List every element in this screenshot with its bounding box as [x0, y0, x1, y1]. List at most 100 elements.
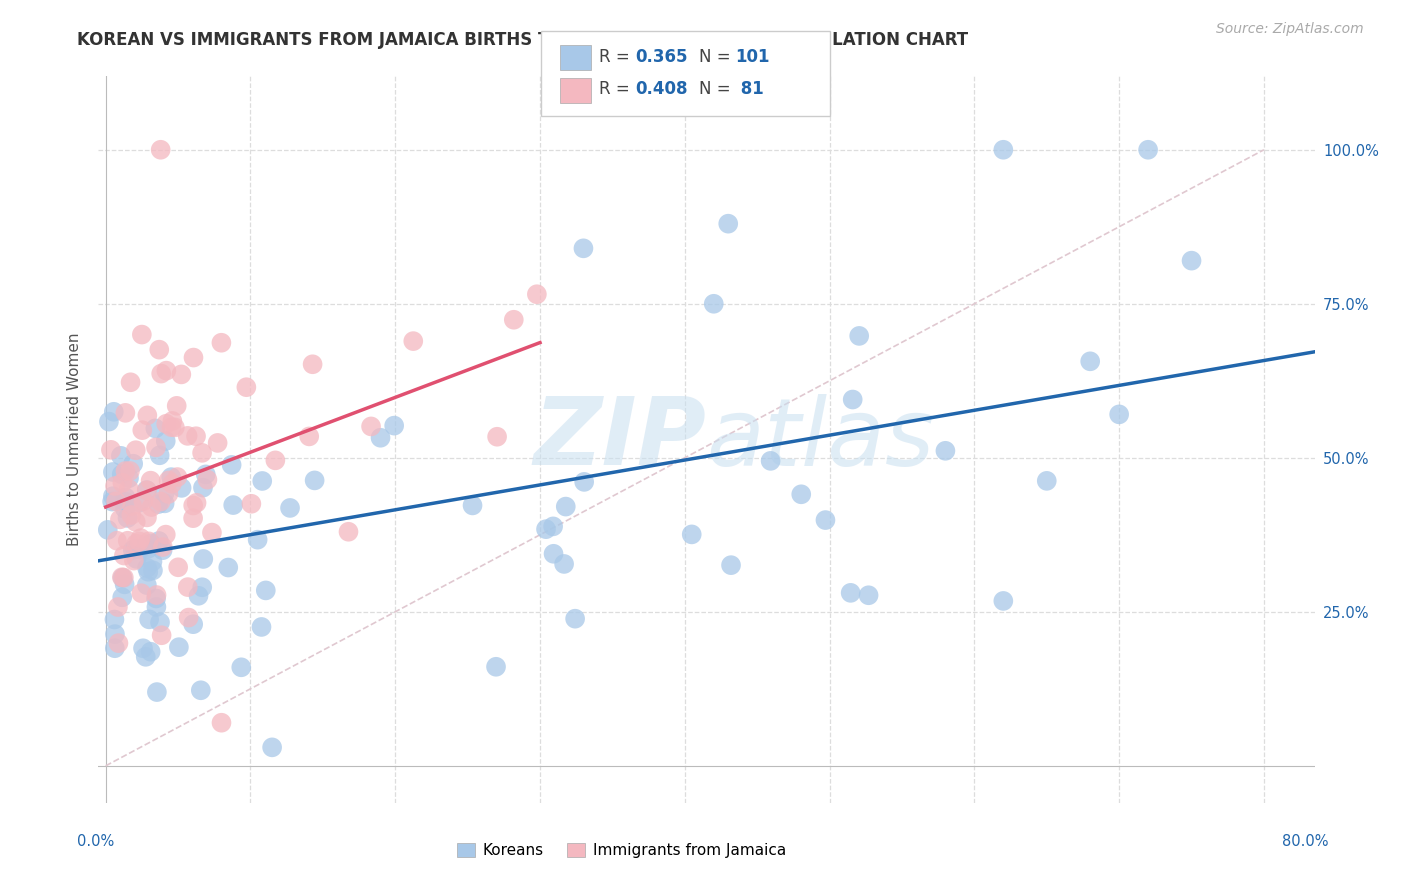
Point: [118, 471, 141, 485]
Point: [572, 241, 595, 255]
Point: [554, 500, 576, 514]
Point: [132, 494, 155, 508]
Text: 0.365: 0.365: [636, 48, 688, 66]
Point: [139, 536, 162, 550]
Text: atlas: atlas: [707, 393, 935, 485]
Legend: Koreans, Immigrants from Jamaica: Koreans, Immigrants from Jamaica: [451, 837, 792, 864]
Point: [181, 617, 204, 632]
Text: N =: N =: [699, 48, 735, 66]
Text: ZIP: ZIP: [534, 393, 707, 485]
Text: KOREAN VS IMMIGRANTS FROM JAMAICA BIRTHS TO UNMARRIED WOMEN CORRELATION CHART: KOREAN VS IMMIGRANTS FROM JAMAICA BIRTHS…: [77, 31, 969, 49]
Point: [100, 442, 122, 457]
Point: [252, 474, 274, 488]
Point: [235, 380, 257, 394]
Point: [1108, 408, 1130, 422]
Point: [114, 501, 136, 516]
Point: [1035, 474, 1057, 488]
Point: [264, 453, 287, 467]
Point: [103, 613, 125, 627]
Point: [160, 476, 183, 491]
Point: [136, 409, 159, 423]
Point: [136, 561, 159, 575]
Point: [141, 500, 163, 514]
Point: [145, 440, 167, 454]
Point: [250, 620, 273, 634]
Point: [111, 475, 134, 490]
Point: [131, 423, 153, 437]
Point: [191, 481, 214, 495]
Point: [105, 533, 128, 548]
Point: [118, 482, 141, 496]
Point: [153, 496, 176, 510]
Point: [97, 415, 120, 429]
Point: [160, 470, 183, 484]
Text: R =: R =: [599, 48, 636, 66]
Point: [360, 419, 382, 434]
Point: [262, 740, 284, 755]
Point: [111, 467, 134, 482]
Point: [162, 414, 184, 428]
Point: [246, 533, 269, 547]
Point: [148, 534, 170, 549]
Point: [194, 467, 217, 482]
Point: [191, 446, 214, 460]
Point: [135, 578, 157, 592]
Point: [114, 577, 136, 591]
Point: [149, 448, 172, 462]
Point: [155, 417, 177, 431]
Point: [145, 588, 167, 602]
Point: [572, 475, 595, 489]
Point: [190, 683, 212, 698]
Point: [534, 522, 557, 536]
Point: [160, 420, 183, 434]
Point: [132, 641, 155, 656]
Point: [163, 420, 186, 434]
Text: N =: N =: [699, 80, 735, 98]
Point: [124, 541, 146, 556]
Point: [485, 659, 508, 673]
Point: [720, 558, 742, 573]
Point: [136, 565, 159, 579]
Point: [207, 436, 229, 450]
Point: [150, 628, 173, 642]
Point: [217, 560, 239, 574]
Point: [117, 511, 139, 525]
Point: [97, 523, 120, 537]
Point: [107, 600, 129, 615]
Point: [121, 499, 143, 513]
Point: [101, 489, 124, 503]
Point: [145, 599, 167, 614]
Point: [101, 494, 124, 508]
Point: [183, 351, 205, 365]
Point: [148, 497, 170, 511]
Point: [193, 552, 215, 566]
Point: [104, 479, 127, 493]
Y-axis label: Births to Unmarried Women: Births to Unmarried Women: [67, 333, 83, 546]
Point: [993, 594, 1015, 608]
Point: [337, 524, 360, 539]
Point: [142, 563, 165, 577]
Point: [177, 610, 200, 624]
Point: [129, 531, 152, 545]
Text: R =: R =: [599, 80, 636, 98]
Point: [138, 612, 160, 626]
Point: [139, 474, 162, 488]
Point: [186, 496, 208, 510]
Point: [150, 367, 173, 381]
Point: [543, 547, 565, 561]
Point: [382, 418, 405, 433]
Point: [149, 143, 172, 157]
Point: [129, 542, 152, 557]
Point: [553, 557, 575, 571]
Point: [125, 552, 148, 566]
Point: [125, 443, 148, 458]
Point: [149, 615, 172, 630]
Text: 101: 101: [735, 48, 770, 66]
Point: [104, 641, 127, 656]
Point: [461, 499, 484, 513]
Point: [117, 533, 139, 548]
Point: [848, 329, 870, 343]
Point: [153, 486, 176, 500]
Point: [114, 406, 136, 420]
Point: [222, 498, 245, 512]
